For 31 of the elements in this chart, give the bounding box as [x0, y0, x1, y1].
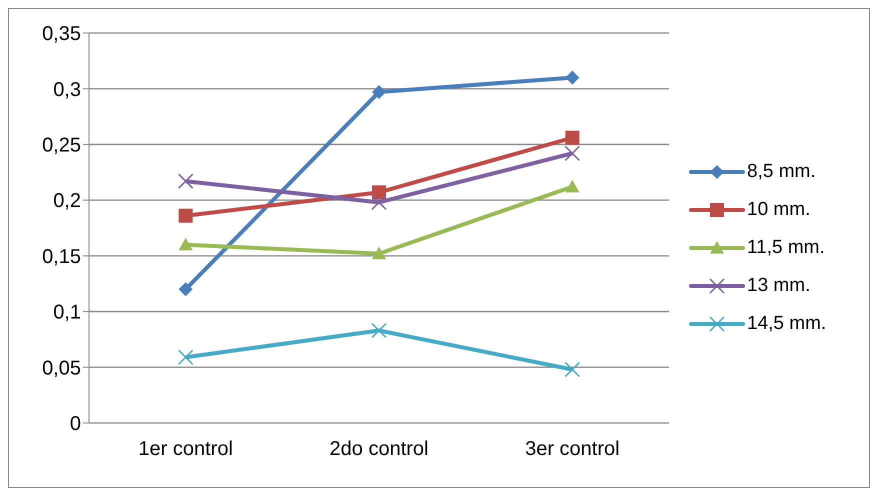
y-tick-label: 0,2 [53, 190, 81, 212]
y-tick-label: 0,3 [53, 78, 81, 101]
point [565, 130, 580, 145]
point [372, 246, 386, 260]
point [565, 180, 580, 192]
x-tick-label: 2do control [330, 438, 428, 460]
point [564, 146, 580, 162]
point [178, 238, 193, 250]
point [371, 322, 387, 338]
point [565, 70, 580, 85]
point [372, 85, 386, 100]
point [372, 185, 386, 200]
y-tick-label: 0,25 [42, 134, 81, 157]
point [178, 208, 193, 223]
x-tick-label: 1er control [138, 438, 233, 460]
y-tick-label: 0 [70, 413, 81, 436]
legend-label: 14,5 mm. [747, 313, 826, 335]
x-tick-label: 3er control [525, 438, 620, 460]
y-tick-label: 0,15 [42, 246, 81, 268]
legend-label: 11,5 mm. [747, 237, 825, 259]
point [178, 282, 193, 296]
y-tick-label: 0,1 [53, 302, 81, 324]
legend-label: 8,5 mm. [747, 161, 816, 183]
point [371, 194, 387, 210]
legend-label: 10 mm. [747, 199, 810, 221]
point [564, 362, 580, 378]
point [178, 350, 194, 366]
y-tick-label: 0,05 [42, 357, 81, 380]
y-tick-label: 0,35 [42, 23, 81, 46]
legend-label: 13 mm. [747, 275, 810, 297]
point [178, 173, 194, 189]
